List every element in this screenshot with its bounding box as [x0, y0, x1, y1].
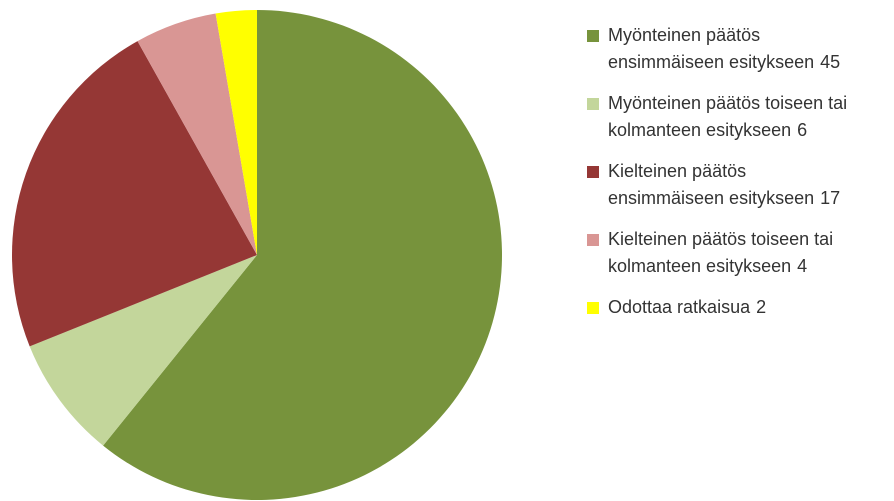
legend: Myönteinen päätös ensimmäiseen esityksee…: [587, 22, 887, 335]
legend-entry: Kielteinen päätös toiseen tai kolmanteen…: [587, 226, 853, 280]
pie-slice: [137, 13, 257, 255]
legend-label: Kielteinen päätös ensimmäiseen esityksee…: [608, 161, 815, 208]
legend-value: 4: [797, 256, 808, 276]
pie-slice: [12, 41, 257, 347]
chart: [12, 10, 502, 501]
legend-value: 45: [820, 52, 841, 72]
legend-value: 17: [820, 188, 841, 208]
legend-label: Myönteinen päätös ensimmäiseen esityksee…: [608, 25, 815, 72]
legend-label: Myönteinen päätös toiseen tai kolmanteen…: [608, 93, 848, 140]
legend-swatch: [587, 302, 599, 314]
legend-entry: Myönteinen päätös ensimmäiseen esityksee…: [587, 22, 853, 76]
legend-label: Odottaa ratkaisua: [608, 297, 751, 317]
legend-entry: Myönteinen päätös toiseen tai kolmanteen…: [587, 90, 853, 144]
legend-value: 2: [756, 297, 767, 317]
legend-value: 6: [797, 120, 808, 140]
pie-slice: [103, 10, 502, 501]
legend-entry: Odottaa ratkaisua 2: [587, 294, 853, 321]
pie-slice: [215, 10, 257, 255]
legend-swatch: [587, 98, 599, 110]
legend-swatch: [587, 234, 599, 246]
legend-entry: Kielteinen päätös ensimmäiseen esityksee…: [587, 158, 853, 212]
legend-swatch: [587, 30, 599, 42]
legend-swatch: [587, 166, 599, 178]
legend-label: Kielteinen päätös toiseen tai kolmanteen…: [608, 229, 834, 276]
pie-slice: [29, 255, 257, 446]
